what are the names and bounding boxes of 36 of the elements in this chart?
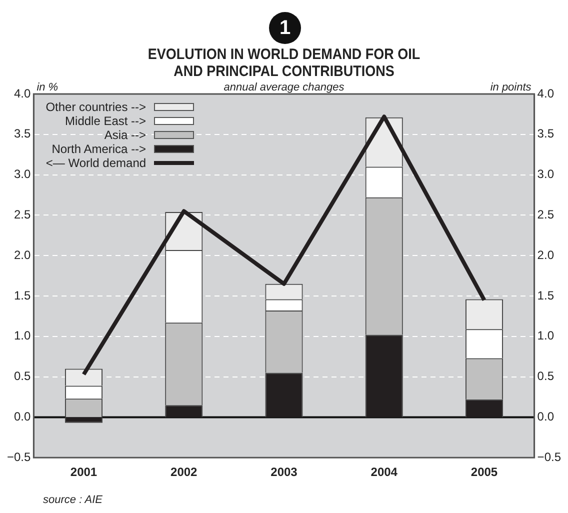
text: 1	[269, 12, 301, 44]
y2-tick-label: 2.5	[537, 208, 554, 222]
legend-label: Other countries -->	[46, 100, 146, 114]
x-tick-label: 2002	[170, 465, 198, 480]
legend-label: <— World demand	[46, 156, 146, 170]
y-tick-label: −0.5	[6, 450, 31, 464]
y2-tick-label: −0.5	[537, 450, 562, 464]
y2-tick-label: 1.0	[537, 328, 554, 343]
y2-tick-label: 2.0	[537, 248, 554, 262]
y-tick-label: 1.5	[14, 288, 32, 302]
y-tick-label: 2.0	[14, 248, 32, 262]
y2-axis-title: in points	[490, 82, 532, 94]
legend-label: North America -->	[52, 142, 146, 156]
y2-tick-label: 4.0	[537, 86, 554, 100]
legend-label: Middle East -->	[65, 114, 146, 128]
y-tick-label: 3.5	[14, 126, 32, 141]
y-tick-label: 2.5	[14, 208, 32, 222]
x-tick-label: 2004	[370, 465, 398, 480]
y2-tick-label: 1.5	[537, 288, 554, 302]
legend-label: Asia -->	[104, 128, 146, 142]
y-tick-label: 4.0	[14, 86, 32, 100]
chart-title: EVOLUTION IN WORLD DEMAND FOR OIL AND PRINCIPAL CONTRIBUTIONS	[146, 46, 422, 80]
y2-tick-label: 0.0	[537, 410, 554, 424]
y2-tick-label: 0.5	[537, 369, 554, 384]
y-tick-label: 0.5	[14, 369, 32, 384]
y-tick-label: 1.0	[14, 328, 32, 343]
x-tick-label: 2003	[270, 465, 298, 480]
y-tick-label: 3.0	[14, 167, 32, 182]
y2-tick-label: 3.5	[537, 126, 554, 141]
x-tick-label: 2001	[70, 465, 98, 480]
y2-tick-label: 3.0	[537, 167, 554, 182]
y-axis-title: in %	[36, 82, 58, 94]
chart-subtitle: annual average changes	[224, 82, 345, 94]
y-tick-label: 0.0	[14, 410, 32, 424]
source-note: source : AIE	[43, 494, 103, 506]
x-tick-label: 2005	[470, 465, 498, 480]
